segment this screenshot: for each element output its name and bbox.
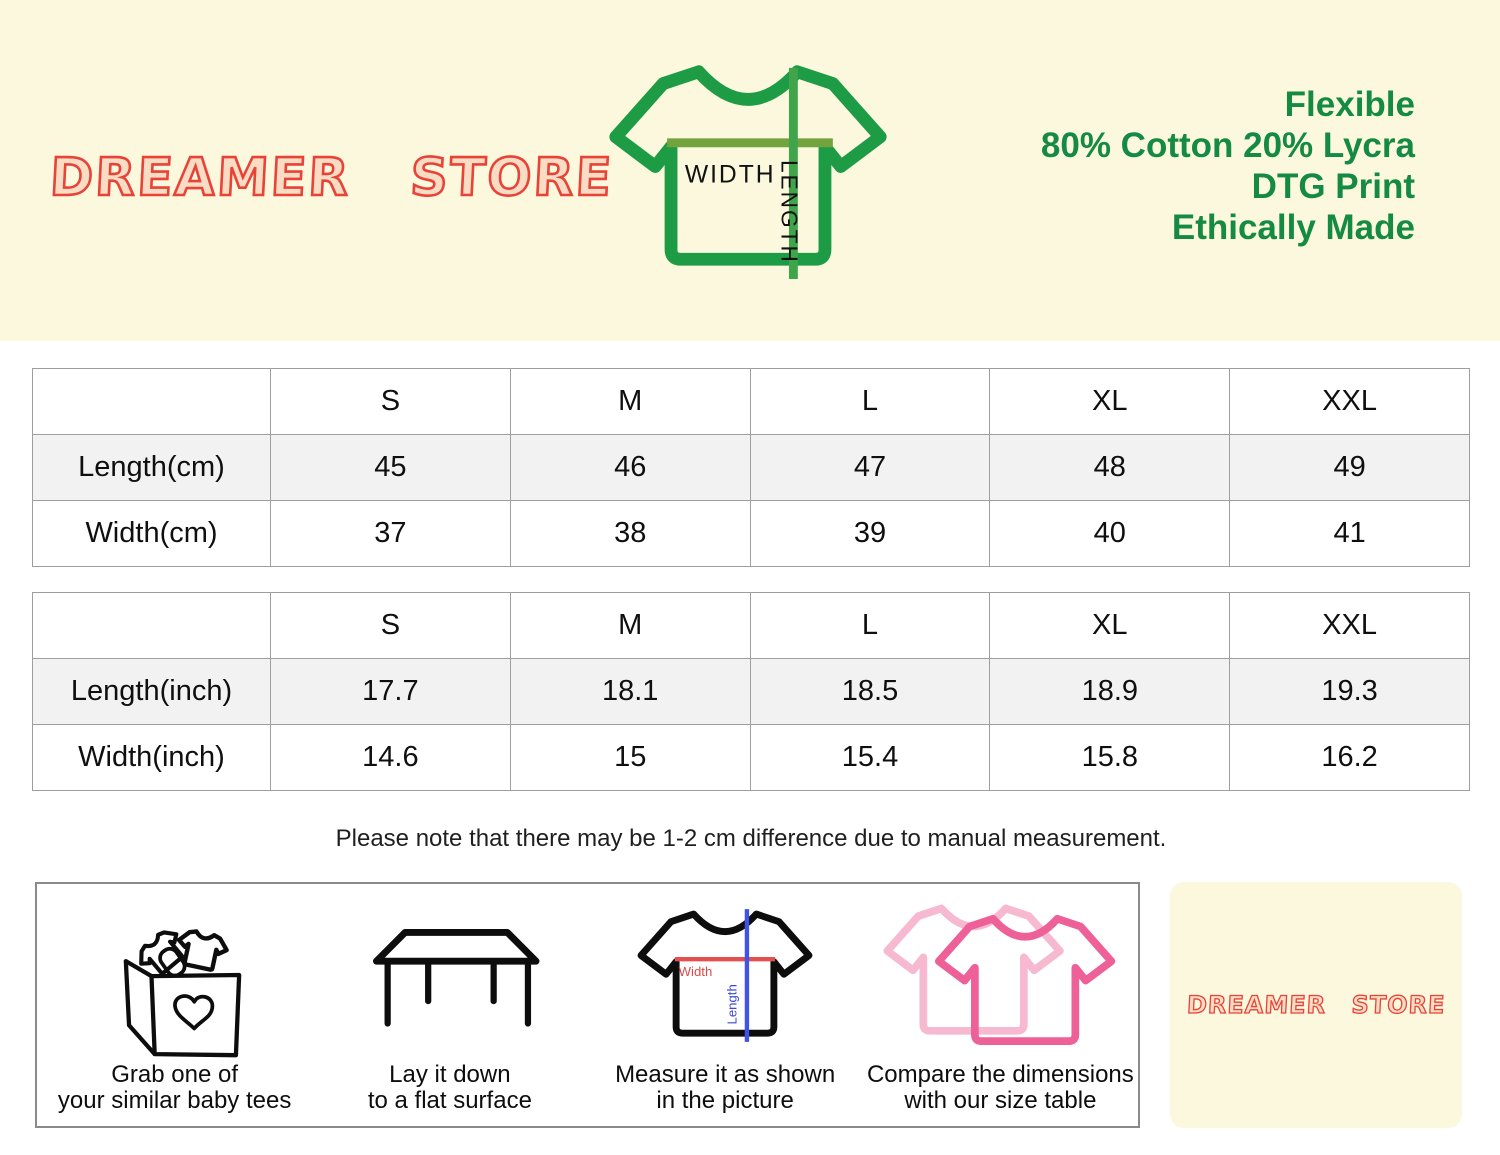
cell: 41 bbox=[1229, 500, 1470, 567]
instruction-step-3: Width Length Measure it as shown in the … bbox=[588, 884, 863, 1126]
caption-line: Measure it as shown bbox=[615, 1061, 836, 1088]
cell: 47 bbox=[749, 434, 991, 501]
brand-logo-small: DREAMER STORE bbox=[1185, 990, 1446, 1019]
step-caption: Grab one of your similar baby tees bbox=[58, 1062, 291, 1114]
corner-cell bbox=[32, 592, 271, 659]
cell: 46 bbox=[509, 434, 751, 501]
feature-item: DTG Print bbox=[1251, 167, 1415, 206]
size-header: L bbox=[749, 368, 991, 435]
box-of-tees-icon bbox=[100, 894, 250, 1062]
cell: 18.9 bbox=[989, 658, 1231, 725]
cell: 15 bbox=[509, 724, 751, 791]
cell: 49 bbox=[1229, 434, 1470, 501]
instruction-step-4: Compare the dimensions with our size tab… bbox=[863, 884, 1138, 1126]
heart-icon bbox=[172, 993, 214, 1030]
caption-line: Compare the dimensions bbox=[866, 1061, 1134, 1088]
size-tables-section: S M L XL XXL Length(cm) 45 46 47 48 49 W… bbox=[0, 368, 1500, 853]
cell: 18.5 bbox=[749, 658, 991, 725]
cell: 17.7 bbox=[270, 658, 511, 725]
table-row: Length(inch) 17.7 18.1 18.5 18.9 19.3 bbox=[32, 658, 1470, 725]
corner-cell bbox=[32, 368, 271, 435]
step-caption: Lay it down to a flat surface bbox=[368, 1062, 532, 1114]
cell: 15.4 bbox=[749, 724, 991, 791]
caption-line: to a flat surface bbox=[367, 1087, 532, 1114]
step-caption: Compare the dimensions with our size tab… bbox=[867, 1062, 1134, 1114]
cell: 45 bbox=[270, 434, 511, 501]
cell: 40 bbox=[989, 500, 1231, 567]
cell: 15.8 bbox=[989, 724, 1231, 791]
caption-line: Lay it down bbox=[389, 1061, 511, 1088]
instruction-step-2: Lay it down to a flat surface bbox=[312, 884, 587, 1126]
caption-line: with our size table bbox=[904, 1087, 1097, 1114]
table-header-row: S M L XL XXL bbox=[32, 368, 1470, 435]
cell: 39 bbox=[749, 500, 991, 567]
length-label: LENGTH bbox=[777, 160, 803, 264]
row-label: Length(cm) bbox=[32, 434, 271, 501]
table-header-row: S M L XL XXL bbox=[32, 592, 1470, 659]
green-tshirt-icon: WIDTH LENGTH bbox=[600, 56, 896, 279]
caption-line: your similar baby tees bbox=[57, 1087, 292, 1114]
row-label: Width(inch) bbox=[32, 724, 271, 791]
measurement-note: Please note that there may be 1-2 cm dif… bbox=[335, 825, 1167, 852]
feature-item: Flexible bbox=[1284, 85, 1415, 124]
bottom-section: Grab one of your similar baby tees Lay i… bbox=[35, 882, 1465, 1128]
feature-item: Ethically Made bbox=[1171, 208, 1415, 247]
size-table-cm: S M L XL XXL Length(cm) 45 46 47 48 49 W… bbox=[32, 368, 1470, 567]
table-icon bbox=[350, 894, 550, 1062]
cell: 19.3 bbox=[1229, 658, 1470, 725]
product-features: Flexible 80% Cotton 20% Lycra DTG Print … bbox=[1041, 84, 1415, 248]
cell: 16.2 bbox=[1229, 724, 1470, 791]
tshirt-measure-diagram: WIDTH LENGTH bbox=[600, 56, 896, 289]
caption-line: in the picture bbox=[656, 1087, 794, 1114]
size-header: XXL bbox=[1229, 592, 1470, 659]
size-header: S bbox=[270, 368, 511, 435]
row-label: Width(cm) bbox=[32, 500, 271, 567]
caption-line: Grab one of bbox=[111, 1061, 238, 1088]
table-row: Width(inch) 14.6 15 15.4 15.8 16.2 bbox=[32, 724, 1470, 791]
brand-logo-text: DREAMER STORE bbox=[1185, 990, 1446, 1019]
size-table-inch: S M L XL XXL Length(inch) 17.7 18.1 18.5… bbox=[32, 592, 1470, 791]
header-banner: DREAMER STORE WIDTH LENGTH Flexible 80% … bbox=[0, 0, 1500, 341]
cell: 18.1 bbox=[509, 658, 751, 725]
cell: 37 bbox=[270, 500, 511, 567]
cell: 48 bbox=[989, 434, 1231, 501]
compare-tees-icon bbox=[877, 894, 1123, 1062]
width-label: WIDTH bbox=[685, 161, 776, 188]
size-header: XL bbox=[989, 368, 1231, 435]
feature-item: 80% Cotton 20% Lycra bbox=[1040, 126, 1415, 165]
table-row: Width(cm) 37 38 39 40 41 bbox=[32, 500, 1470, 567]
step-caption: Measure it as shown in the picture bbox=[615, 1062, 835, 1114]
instruction-step-1: Grab one of your similar baby tees bbox=[37, 884, 312, 1126]
size-header: XL bbox=[989, 592, 1231, 659]
row-label: Length(inch) bbox=[32, 658, 271, 725]
table-row: Length(cm) 45 46 47 48 49 bbox=[32, 434, 1470, 501]
width-label: Width bbox=[679, 964, 713, 979]
size-header: L bbox=[749, 592, 991, 659]
cell: 38 bbox=[509, 500, 751, 567]
measure-tee-icon: Width Length bbox=[631, 894, 819, 1062]
brand-logo: DREAMER STORE bbox=[47, 147, 616, 210]
cell: 14.6 bbox=[270, 724, 511, 791]
brand-card: DREAMER STORE bbox=[1170, 882, 1462, 1128]
brand-logo-text: DREAMER STORE bbox=[47, 147, 616, 210]
size-header: M bbox=[509, 368, 751, 435]
size-header: M bbox=[509, 592, 751, 659]
size-header: S bbox=[270, 592, 511, 659]
length-label: Length bbox=[724, 984, 739, 1024]
instructions-panel: Grab one of your similar baby tees Lay i… bbox=[35, 882, 1140, 1128]
size-header: XXL bbox=[1229, 368, 1470, 435]
